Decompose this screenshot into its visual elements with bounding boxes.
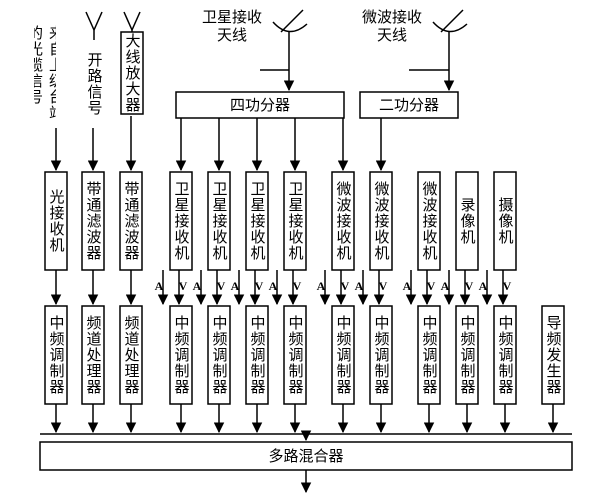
row1-box-8: 微波接收机: [370, 172, 392, 270]
row1-box-2: 带通滤波器: [120, 172, 142, 270]
av-a: A: [231, 279, 240, 293]
row2-box-3: 中频调制器: [170, 306, 192, 404]
row2-box-0: 中频调制器: [45, 306, 67, 404]
av-a: A: [479, 279, 488, 293]
av-a: A: [441, 279, 450, 293]
row2-box-6: 中频调制器: [284, 306, 306, 404]
row2-box-7: 中频调制器: [332, 306, 354, 404]
row1-box-0: 光接收机: [45, 172, 67, 270]
row1-box-6: 卫星接收机: [284, 172, 306, 270]
row1-box-10: 录像机: [456, 172, 478, 270]
row1-box-7: 微波接收机: [332, 172, 354, 270]
sat-antenna-label2: 天线: [217, 27, 247, 44]
av-v: V: [341, 279, 350, 293]
av-v: V: [379, 279, 388, 293]
av-v: V: [427, 279, 436, 293]
mw-antenna-label: 微波接收: [362, 9, 422, 26]
label-open-signal: 开路信号: [83, 44, 105, 124]
row2-box-10: 中频调制器: [456, 306, 478, 404]
label-left-cable: 来自上级台站的光缆信号: [34, 25, 56, 135]
row1-box-5: 卫星接收机: [246, 172, 268, 270]
row1-box-9: 微波接收机: [418, 172, 440, 270]
av-v: V: [255, 279, 264, 293]
row2-box-12: 导频发生器: [542, 306, 564, 404]
av-a: A: [355, 279, 364, 293]
av-v: V: [217, 279, 226, 293]
sat-antenna-label: 卫星接收: [202, 9, 262, 26]
av-a: A: [317, 279, 326, 293]
row1-box-3: 卫星接收机: [170, 172, 192, 270]
four-splitter: 四功分器: [230, 97, 290, 114]
av-a: A: [269, 279, 278, 293]
row2-box-1: 频道处理器: [82, 306, 104, 404]
av-a: A: [403, 279, 412, 293]
amplifier: 大线放大器: [121, 32, 143, 114]
av-v: V: [179, 279, 188, 293]
row1-box-4: 卫星接收机: [208, 172, 230, 270]
two-splitter: 二功分器: [379, 97, 439, 114]
av-a: A: [155, 279, 164, 293]
av-a: A: [193, 279, 202, 293]
mixer: 多路混合器: [268, 448, 343, 465]
row2-box-8: 中频调制器: [370, 306, 392, 404]
mw-antenna-label2: 天线: [377, 27, 407, 44]
av-v: V: [503, 279, 512, 293]
row2-box-2: 频道处理器: [120, 306, 142, 404]
row2-box-5: 中频调制器: [246, 306, 268, 404]
row2-box-9: 中频调制器: [418, 306, 440, 404]
av-v: V: [465, 279, 474, 293]
row2-box-4: 中频调制器: [208, 306, 230, 404]
row1-box-1: 带通滤波器: [82, 172, 104, 270]
av-v: V: [293, 279, 302, 293]
row1-box-11: 摄像机: [494, 172, 516, 270]
row2-box-11: 中频调制器: [494, 306, 516, 404]
